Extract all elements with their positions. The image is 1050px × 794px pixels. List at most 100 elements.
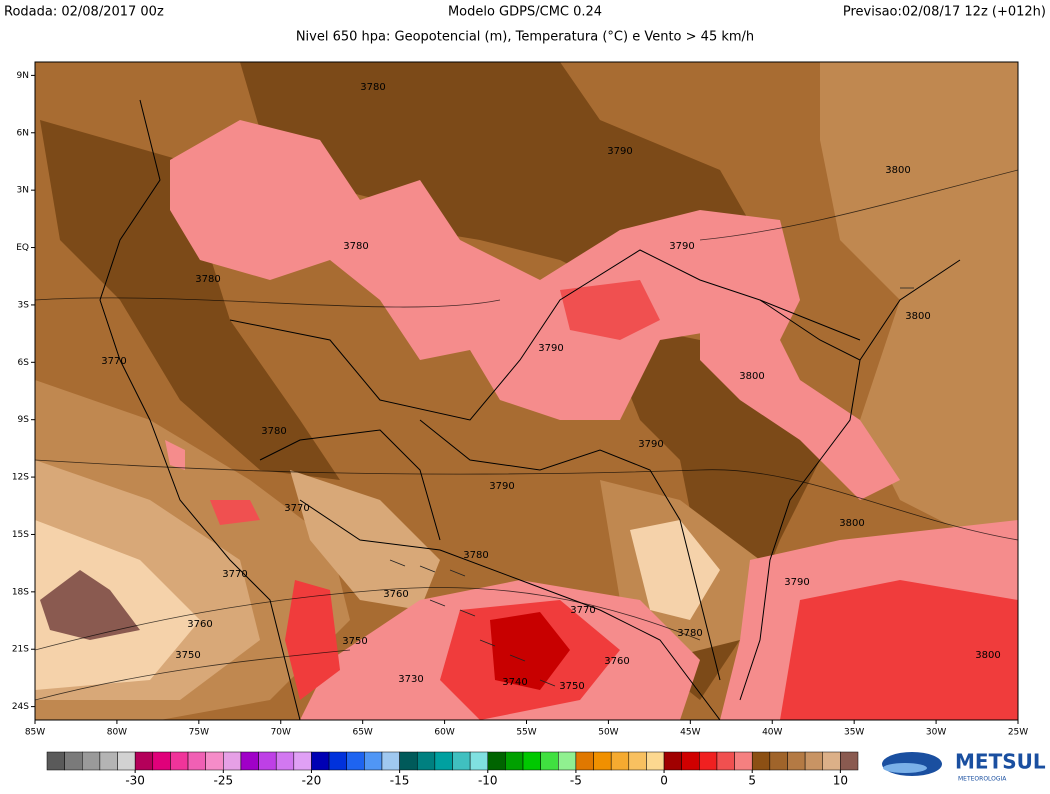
lat-tick-label: 3N <box>17 186 29 196</box>
colorbar-swatch <box>628 751 647 771</box>
contour-label: 3750 <box>559 681 584 692</box>
contour-label: 3770 <box>284 503 309 514</box>
contour-label: 3780 <box>360 82 385 93</box>
logo-sub: METEOROLOGIA <box>958 776 1007 783</box>
lon-tick-label: 70W <box>271 728 291 738</box>
contour-label: 3800 <box>885 165 910 176</box>
lon-tick-label: 40W <box>762 728 782 738</box>
colorbar-swatch <box>840 751 859 771</box>
contour-label: 3790 <box>538 343 563 354</box>
colorbar-swatch <box>399 751 418 771</box>
colorbar-swatch <box>117 751 136 771</box>
colorbar-tick-label: 0 <box>660 774 668 788</box>
contour-label: 3760 <box>604 656 629 667</box>
contour-label: 3800 <box>839 518 864 529</box>
lon-tick-label: 30W <box>926 728 946 738</box>
colorbar-swatch <box>505 751 524 771</box>
colorbar-swatch <box>328 751 347 771</box>
contour-label: 3790 <box>607 146 632 157</box>
colorbar-swatch <box>293 751 312 771</box>
contour-label: 3790 <box>638 439 663 450</box>
contour-label: 3780 <box>463 550 488 561</box>
colorbar-swatch <box>804 751 823 771</box>
contour-label: 3780 <box>343 241 368 252</box>
colorbar-tick-label: -25 <box>213 774 233 788</box>
lat-tick-label: 24S <box>12 702 29 712</box>
colorbar-swatch <box>258 751 277 771</box>
contour-label: 3800 <box>905 311 930 322</box>
colorbar-swatch <box>46 751 65 771</box>
contour-label: 3790 <box>489 481 514 492</box>
contour-label: 3730 <box>398 674 423 685</box>
colorbar-swatch <box>223 751 242 771</box>
contour-label: 3750 <box>175 650 200 661</box>
forecast-label: Previsao:02/08/17 12z (+012h) <box>843 5 1046 20</box>
contour-label: 3770 <box>570 605 595 616</box>
colorbar-swatch <box>364 751 383 771</box>
contour-label: 3780 <box>261 426 286 437</box>
lon-tick-label: 50W <box>598 728 618 738</box>
colorbar-swatch <box>416 751 436 771</box>
lon-tick-label: 35W <box>844 728 864 738</box>
colorbar-swatch <box>275 751 295 771</box>
colorbar-tick-label: -30 <box>125 774 145 788</box>
colorbar-swatch <box>381 751 400 771</box>
colorbar-swatch <box>822 751 841 771</box>
contour-label: 3760 <box>383 589 408 600</box>
logo: METSUL METEOROLOGIA <box>882 750 1046 783</box>
contour-label: 3800 <box>975 650 1000 661</box>
colorbar-swatch <box>346 751 365 771</box>
lat-tick-label: 9S <box>18 415 30 425</box>
colorbar-swatch <box>663 751 682 771</box>
lon-tick-label: 65W <box>352 728 372 738</box>
colorbar-swatch <box>699 751 718 771</box>
colorbar-swatch <box>64 751 83 771</box>
lat-tick-label: 21S <box>12 645 29 655</box>
colorbar-swatch <box>593 751 612 771</box>
lat-tick-label: 6S <box>18 358 30 368</box>
colorbar-tick-label: 5 <box>748 774 756 788</box>
contour-label: 3760 <box>187 619 212 630</box>
map-field <box>35 62 1018 720</box>
colorbar-swatch <box>751 751 771 771</box>
contour-label: 3780 <box>677 628 702 639</box>
colorbar-swatch <box>487 751 506 771</box>
lat-tick-label: 3S <box>18 300 30 310</box>
colorbar-swatch <box>646 751 665 771</box>
lon-tick-label: 25W <box>1008 728 1028 738</box>
lon-tick-label: 75W <box>189 728 209 738</box>
colorbar-swatch <box>558 751 577 771</box>
lat-tick-label: EQ <box>16 243 29 253</box>
lat-tick-label: 12S <box>12 473 29 483</box>
colorbar-swatch <box>82 751 101 771</box>
lon-tick-label: 60W <box>434 728 454 738</box>
colorbar-swatch <box>610 751 630 771</box>
lon-tick-label: 80W <box>107 728 127 738</box>
contour-label: 3770 <box>101 356 126 367</box>
colorbar-swatch <box>769 751 788 771</box>
colorbar-swatch <box>787 751 806 771</box>
colorbar-swatch <box>134 751 154 771</box>
colorbar-swatch <box>522 751 541 771</box>
lat-tick-label: 18S <box>12 587 29 597</box>
colorbar-swatch <box>99 751 118 771</box>
colorbar-swatch <box>716 751 735 771</box>
colorbar-swatch <box>734 751 753 771</box>
colorbar-swatch <box>205 751 224 771</box>
colorbar-swatch <box>681 751 700 771</box>
model-label: Modelo GDPS/CMC 0.24 <box>448 5 602 20</box>
colorbar-swatch <box>434 751 453 771</box>
contour-label: 3790 <box>784 577 809 588</box>
colorbar-tick-label: -15 <box>390 774 410 788</box>
contour-label: 3740 <box>502 677 527 688</box>
contour-label: 3790 <box>669 241 694 252</box>
colorbar-swatch <box>170 751 189 771</box>
contour-label: 3780 <box>195 274 220 285</box>
colorbar-tick-label: -20 <box>302 774 322 788</box>
colorbar-swatch <box>540 751 559 771</box>
lon-tick-label: 45W <box>680 728 700 738</box>
colorbar-swatch <box>187 751 206 771</box>
run-label: Rodada: 02/08/2017 00z <box>4 5 164 20</box>
logo-name: METSUL <box>955 750 1046 774</box>
